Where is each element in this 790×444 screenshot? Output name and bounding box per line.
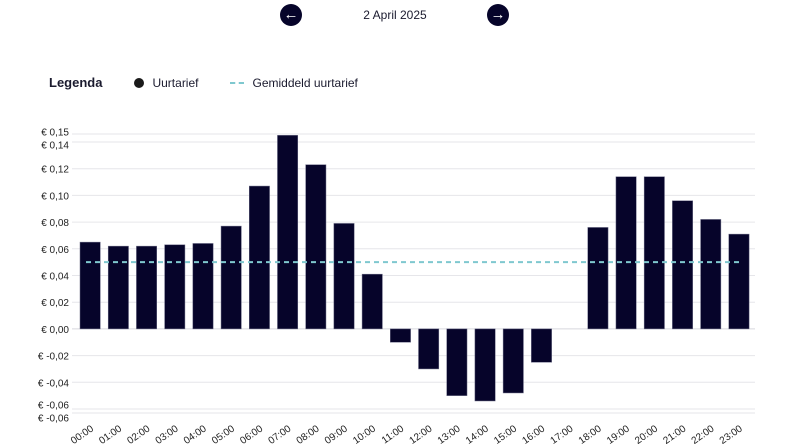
- x-tick-label: 20:00: [633, 423, 660, 444]
- y-tick-label: € -0,06: [38, 400, 70, 411]
- legend-item-hourly-rate: Uurtarief: [152, 75, 199, 90]
- bar-00:00: [79, 241, 101, 330]
- y-tick-label: € 0,10: [41, 191, 69, 202]
- current-date: 2 April 2025: [363, 8, 427, 22]
- bar-16:00: [531, 328, 552, 363]
- y-tick-label: € -0,06: [38, 413, 70, 424]
- bar-20:00: [643, 176, 665, 330]
- y-tick-label: € 0,02: [41, 298, 69, 309]
- next-day-button[interactable]: →: [487, 4, 509, 26]
- x-tick-label: 07:00: [267, 423, 294, 444]
- bar-05:00: [220, 225, 242, 330]
- x-tick-label: 14:00: [464, 423, 491, 444]
- y-tick-label: € 0,15: [41, 128, 69, 139]
- bar-06:00: [249, 185, 270, 330]
- bar-19:00: [615, 176, 637, 330]
- x-tick-label: 16:00: [520, 423, 547, 444]
- bar-legend-marker: [134, 77, 145, 88]
- bar-07:00: [277, 135, 299, 330]
- y-tick-label: € 0,06: [41, 245, 69, 256]
- bar-10:00: [361, 273, 383, 330]
- y-tick-label: € 0,14: [41, 141, 69, 152]
- x-tick-label: 00:00: [69, 423, 96, 444]
- y-tick-label: € 0,08: [41, 218, 69, 229]
- y-tick-label: € 0,04: [41, 272, 69, 283]
- x-tick-label: 21:00: [661, 423, 688, 444]
- average-legend-marker: [230, 81, 245, 84]
- x-tick-label: 04:00: [182, 423, 209, 444]
- x-tick-label: 23:00: [718, 423, 745, 444]
- x-tick-label: 03:00: [154, 423, 181, 444]
- x-tick-label: 11:00: [380, 423, 407, 444]
- legend: Legenda Uurtarief Gemiddeld uurtarief: [49, 75, 358, 90]
- bar-15:00: [502, 328, 524, 394]
- bar-01:00: [107, 245, 129, 330]
- bar-18:00: [587, 227, 609, 330]
- x-tick-label: 12:00: [408, 423, 435, 444]
- y-tick-label: € -0,04: [38, 378, 70, 389]
- x-tick-label: 18:00: [577, 423, 604, 444]
- y-tick-label: € 0,12: [41, 165, 69, 176]
- legend-item-average-rate: Gemiddeld uurtarief: [252, 75, 358, 90]
- previous-day-button[interactable]: ←: [280, 4, 302, 26]
- bar-11:00: [390, 328, 411, 343]
- x-tick-label: 19:00: [605, 423, 632, 444]
- x-tick-label: 05:00: [210, 423, 237, 444]
- x-tick-label: 17:00: [549, 423, 576, 444]
- bar-12:00: [418, 328, 440, 370]
- bar-03:00: [164, 244, 186, 330]
- bar-23:00: [728, 233, 750, 330]
- bar-13:00: [446, 328, 468, 396]
- arrow-left-icon: ←: [283, 6, 299, 23]
- y-tick-label: € 0,00: [41, 325, 69, 336]
- date-navigation: ← 2 April 2025 →: [0, 4, 790, 26]
- x-tick-label: 22:00: [690, 423, 717, 444]
- x-tick-label: 10:00: [351, 423, 378, 444]
- bar-02:00: [136, 245, 157, 330]
- bar-14:00: [474, 328, 496, 402]
- arrow-right-icon: →: [490, 6, 506, 23]
- x-tick-label: 01:00: [97, 423, 124, 444]
- legend-title: Legenda: [49, 75, 103, 90]
- x-tick-label: 13:00: [436, 423, 463, 444]
- x-tick-label: 09:00: [323, 423, 350, 444]
- x-tick-label: 15:00: [492, 423, 519, 444]
- bar-04:00: [192, 243, 214, 330]
- bar-09:00: [333, 223, 355, 330]
- bar-22:00: [700, 219, 722, 330]
- x-tick-label: 08:00: [295, 423, 322, 444]
- x-tick-label: 02:00: [125, 423, 152, 444]
- x-tick-label: 06:00: [238, 423, 265, 444]
- bar-08:00: [305, 164, 327, 330]
- bar-21:00: [672, 200, 693, 330]
- y-tick-label: € -0,02: [38, 352, 70, 363]
